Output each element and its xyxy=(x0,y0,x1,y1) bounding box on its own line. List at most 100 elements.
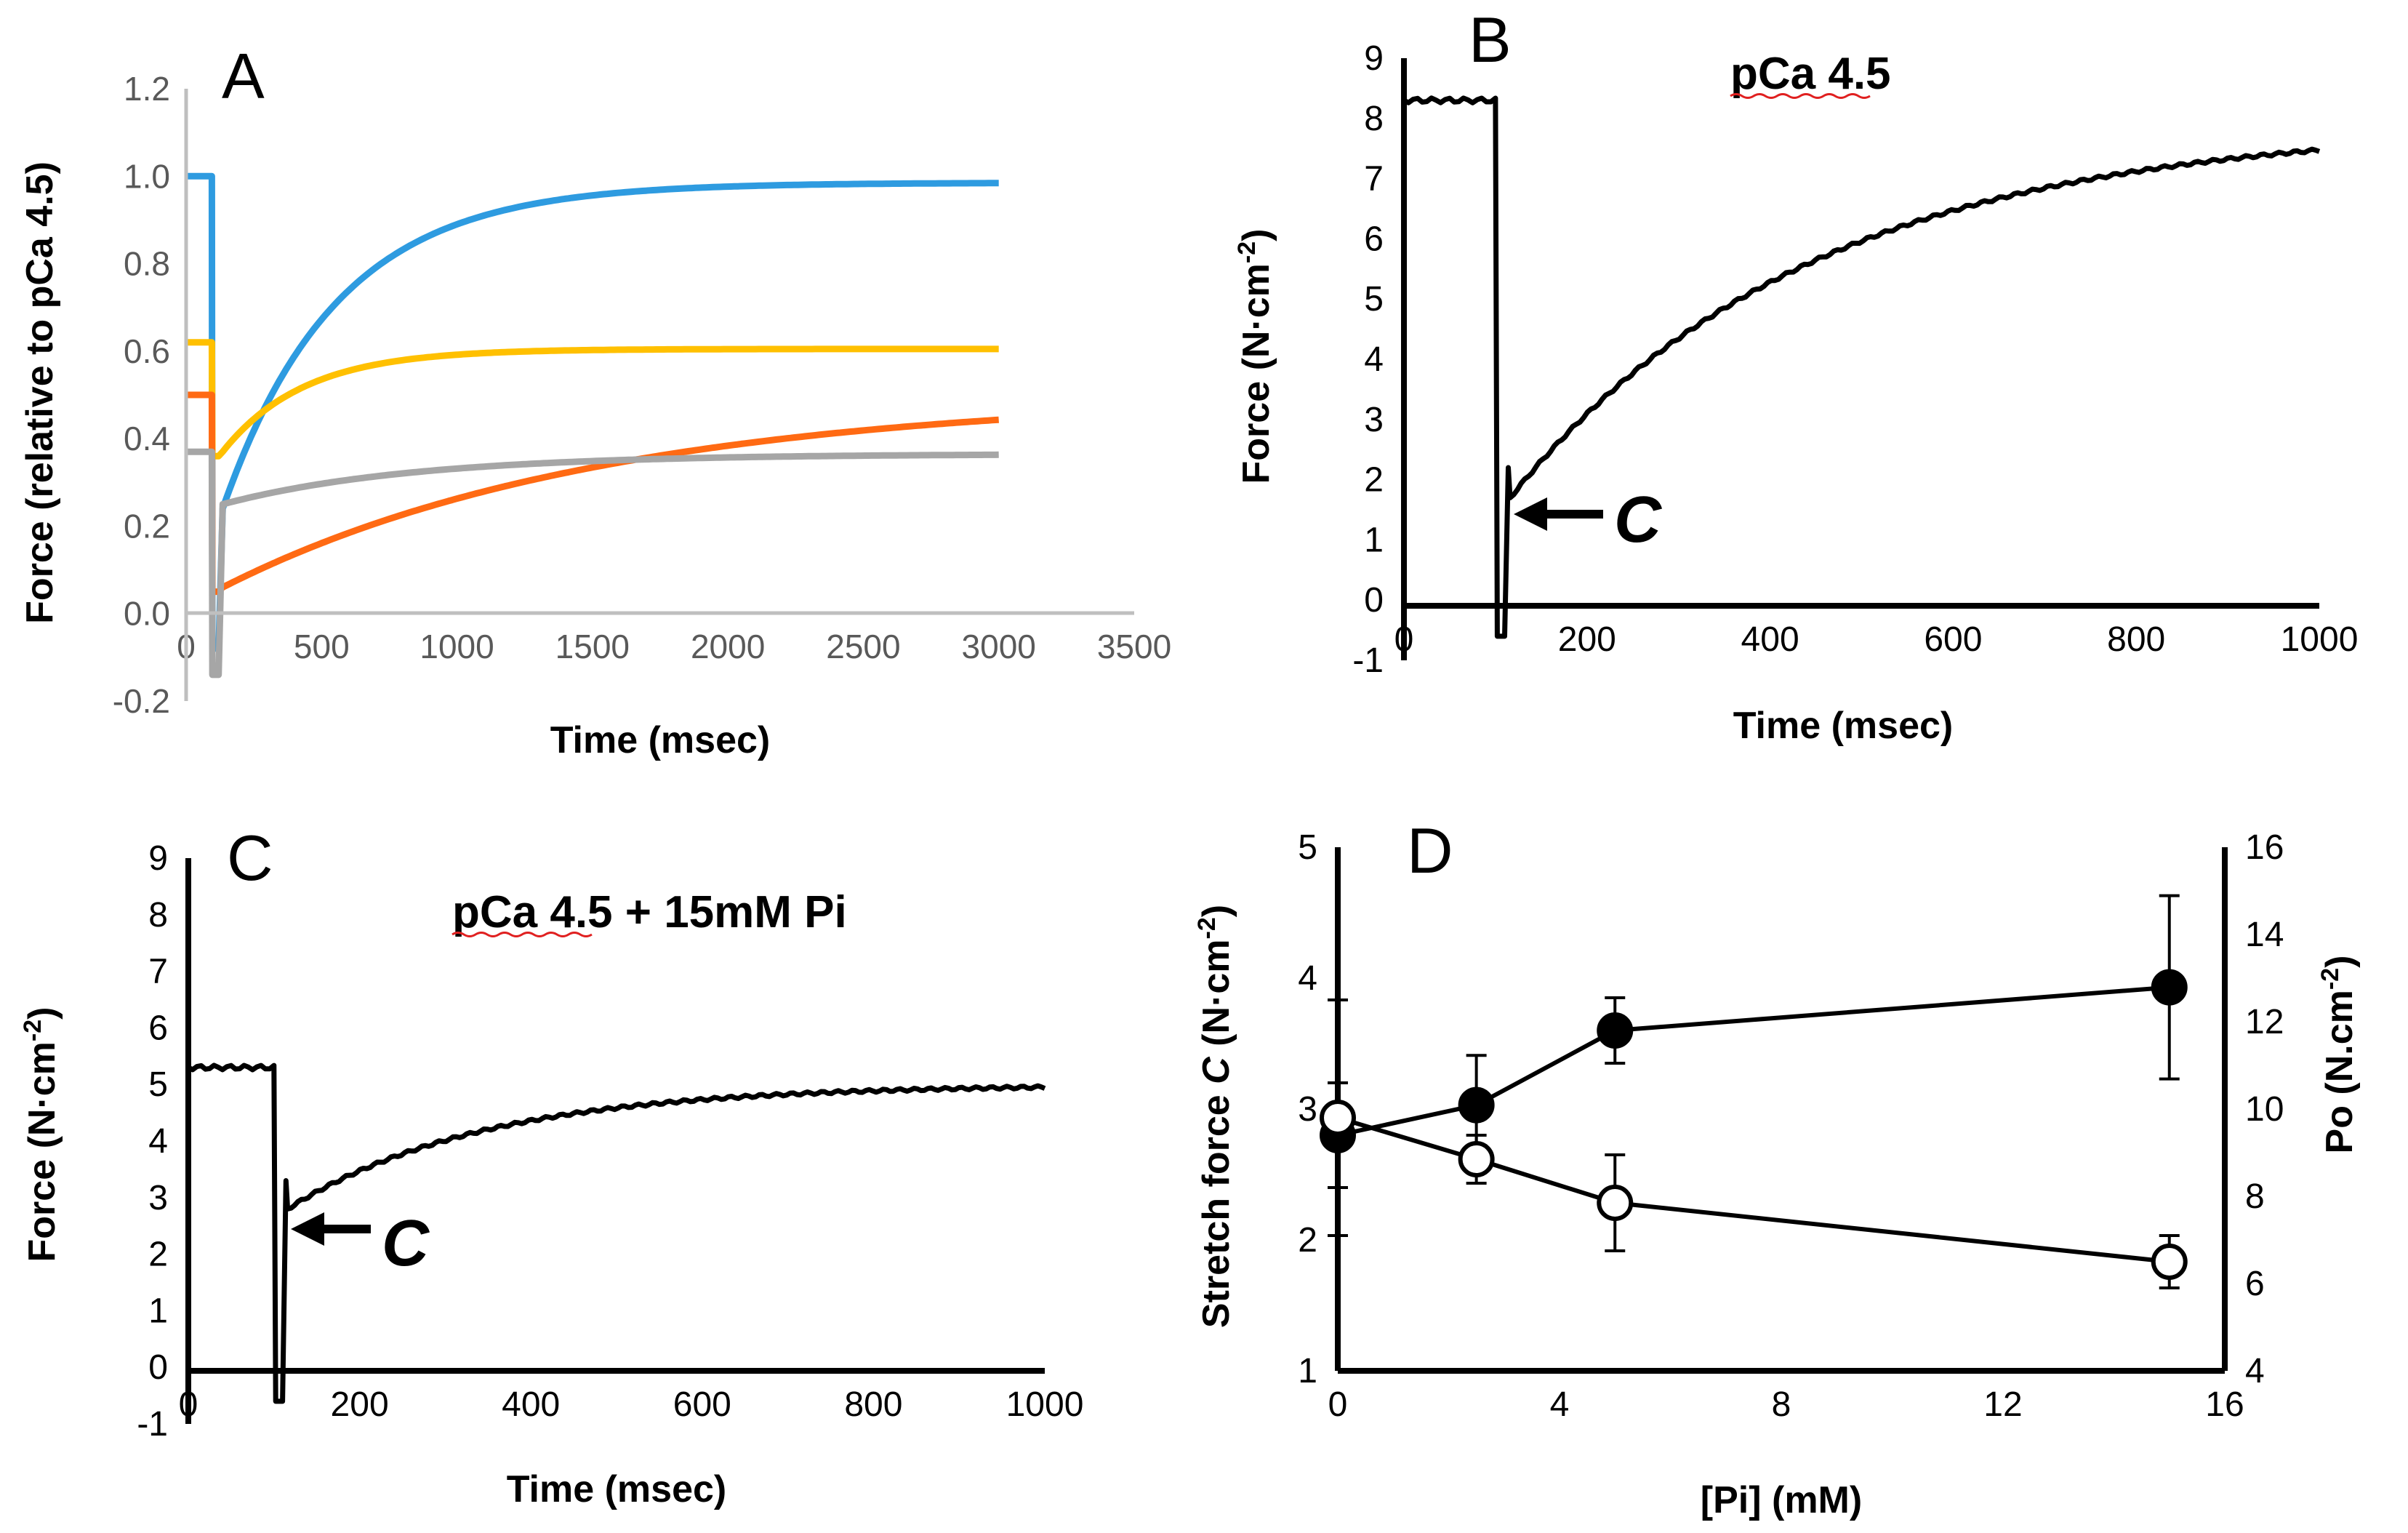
panel-c-y-tick-label: 3 xyxy=(148,1179,168,1217)
panel-d-y2-tick-label: 12 xyxy=(2245,1003,2284,1041)
panel-b-y-tick-label: 3 xyxy=(1364,401,1384,439)
panel-a-x-tick-label: 3500 xyxy=(1097,628,1171,665)
panel-c-annotation: C xyxy=(382,1207,430,1280)
panel-a-letter: A xyxy=(222,40,265,112)
panel-a-y-tick-label: -0.2 xyxy=(113,682,170,720)
panel-a-y-tick-label: 0.4 xyxy=(124,420,170,457)
panel-a-series xyxy=(184,172,999,679)
panel-a-y-tick-label: 0.8 xyxy=(124,245,170,283)
panel-d-x-tick-label: 8 xyxy=(1772,1385,1791,1424)
panel-c-y-tick-label: 2 xyxy=(148,1236,168,1274)
panel-c-force-trace xyxy=(187,1062,1046,1404)
panel-b-x-tick-label: 800 xyxy=(2107,620,2165,659)
panel-a-y-tick-label: 0.6 xyxy=(124,332,170,370)
panel-c-y-tick-label: -1 xyxy=(137,1405,168,1444)
panel-d-y2-tick-label: 4 xyxy=(2245,1352,2265,1390)
panel-c-series xyxy=(187,1062,1046,1404)
panel-a: A -0.20.00.20.40.60.81.01.2 050010001500… xyxy=(19,40,1171,761)
panel-d-x-tick-label: 12 xyxy=(1983,1385,2022,1424)
panel-d-x-label: [Pi] (mM) xyxy=(1701,1479,1862,1521)
panel-a-y-ticks: -0.2 0.0 0.2 0.4 0.6 0.8 1.0 1.2 xyxy=(113,70,170,720)
panel-d-y2-tick-label: 14 xyxy=(2245,916,2284,954)
panel-d-letter: D xyxy=(1407,814,1453,886)
panel-b-x-tick-label: 1000 xyxy=(2281,620,2359,659)
panel-c-y-tick-label: 0 xyxy=(148,1348,168,1387)
panel-c-y-tick-label: 5 xyxy=(148,1065,168,1104)
panel-b-letter: B xyxy=(1469,4,1512,76)
panel-b-arrow xyxy=(1514,497,1603,531)
panel-b-y-tick-label: -1 xyxy=(1352,641,1384,680)
panel-a-y-label: Force (relative to pCa 4.5) xyxy=(19,161,61,624)
panel-c-y-tick-label: 4 xyxy=(148,1122,168,1161)
panel-b-x-tick-label: 600 xyxy=(1924,620,1982,659)
panel-b-y-tick-label: 7 xyxy=(1364,160,1384,199)
panel-b-annotation: C xyxy=(1614,484,1663,556)
panel-a-y-tick-label: 1.0 xyxy=(124,157,170,195)
panel-c-x-tick-label: 1000 xyxy=(1006,1385,1084,1424)
panel-b-x-tick-label: 400 xyxy=(1741,620,1799,659)
panel-a-y-tick-label: 0.2 xyxy=(124,507,170,545)
panel-c-letter: C xyxy=(227,822,273,894)
panel-c-y-ticks: -1 0 1 2 3 4 5 6 7 8 9 xyxy=(137,839,168,1444)
panel-d-y-tick-label: 3 xyxy=(1298,1090,1317,1129)
panel-c-spellcheck-underline xyxy=(452,932,593,937)
panel-b-y-ticks: -1 0 1 2 3 4 5 6 7 8 9 xyxy=(1352,39,1384,680)
panel-c-x-tick-label: 400 xyxy=(502,1385,560,1424)
panel-b-x-ticks: 02004006008001000 xyxy=(1394,620,2359,659)
panel-d-y-tick-label: 1 xyxy=(1298,1352,1317,1390)
panel-d-y2-tick-label: 16 xyxy=(2245,828,2284,867)
panel-a-x-tick-label: 1000 xyxy=(420,628,494,665)
panel-b: B pCa 4.5 -1 0 1 2 3 4 5 6 7 8 9 0 200 400 600 800 1000… xyxy=(1233,4,2358,747)
panel-b-y-tick-label: 0 xyxy=(1364,581,1384,620)
panel-a-series-4-line xyxy=(184,448,999,679)
panel-d-left-y-ticks: 1 2 3 4 5 xyxy=(1298,828,1317,1390)
panel-d-stretch-force-line xyxy=(1337,985,2170,1137)
panel-d-x-tick-label: 4 xyxy=(1550,1385,1570,1424)
panel-b-x-label: Time (msec) xyxy=(1733,705,1954,747)
panel-d-x-ticks: 0 4 8 12 16 xyxy=(1328,1385,2244,1424)
panel-d-y-tick-label: 2 xyxy=(1298,1221,1317,1260)
panel-d-po-point xyxy=(2151,1244,2188,1280)
panel-d-po-point xyxy=(1320,1100,1356,1136)
panel-d-y-tick-label: 4 xyxy=(1298,959,1317,998)
panel-a-y-tick-label: 0.0 xyxy=(124,595,170,633)
panel-d-po-line xyxy=(1337,1116,2170,1264)
panel-d-series xyxy=(1320,894,2188,1289)
panel-a-series-2-line xyxy=(184,339,999,460)
panel-d-y-tick-label: 5 xyxy=(1298,828,1317,867)
panel-c-y-tick-label: 8 xyxy=(148,896,168,934)
panel-a-x-tick-label: 1500 xyxy=(555,628,630,665)
panel-a-x-tick-label: 2000 xyxy=(691,628,765,665)
panel-b-y-tick-label: 5 xyxy=(1364,280,1384,319)
panel-d-y2-tick-label: 8 xyxy=(2245,1177,2265,1216)
panel-a-x-tick-label: 3000 xyxy=(962,628,1036,665)
panel-b-title: pCa 4.5 xyxy=(1730,49,1891,99)
panel-d-x-tick-label: 0 xyxy=(1328,1385,1348,1424)
panel-d-po-point xyxy=(1597,1185,1634,1221)
panel-a-x-tick-label: 2500 xyxy=(826,628,900,665)
panel-c-title: pCa 4.5 + 15mM Pi xyxy=(452,887,847,937)
panel-b-y-tick-label: 1 xyxy=(1364,521,1384,559)
panel-c-x-tick-label: 600 xyxy=(673,1385,731,1424)
panel-b-spellcheck-underline xyxy=(1730,93,1871,99)
panel-d-stretch-force-point xyxy=(2151,969,2188,1006)
panel-d-po-point xyxy=(1458,1141,1495,1177)
panel-b-force-trace xyxy=(1402,95,2321,639)
panel-a-x-tick-label: 500 xyxy=(294,628,350,665)
panel-c-x-tick-label: 800 xyxy=(844,1385,902,1424)
panel-b-y-tick-label: 2 xyxy=(1364,461,1384,500)
panel-c: C pCa 4.5 + 15mM Pi -1 0 1 2 3 4 5 6 7 8 9 0 200 400… xyxy=(19,822,1083,1510)
panel-c-x-ticks: 02004006008001000 xyxy=(179,1385,1084,1424)
panel-b-series xyxy=(1402,95,2321,639)
panel-b-y-tick-label: 9 xyxy=(1364,39,1384,78)
panel-a-x-ticks: 0500100015002000250030003500 xyxy=(177,628,1171,665)
panel-c-y-label: Force (N·cm-2) xyxy=(19,1007,63,1262)
panel-b-y-tick-label: 4 xyxy=(1364,340,1384,379)
panel-d-right-y-ticks: 4 6 8 10 12 14 16 xyxy=(2245,828,2284,1390)
panel-a-series-1-line xyxy=(184,172,999,652)
panel-b-y-tick-label: 6 xyxy=(1364,220,1384,258)
panel-b-x-tick-label: 200 xyxy=(1558,620,1616,659)
panel-c-y-tick-label: 9 xyxy=(148,839,168,878)
